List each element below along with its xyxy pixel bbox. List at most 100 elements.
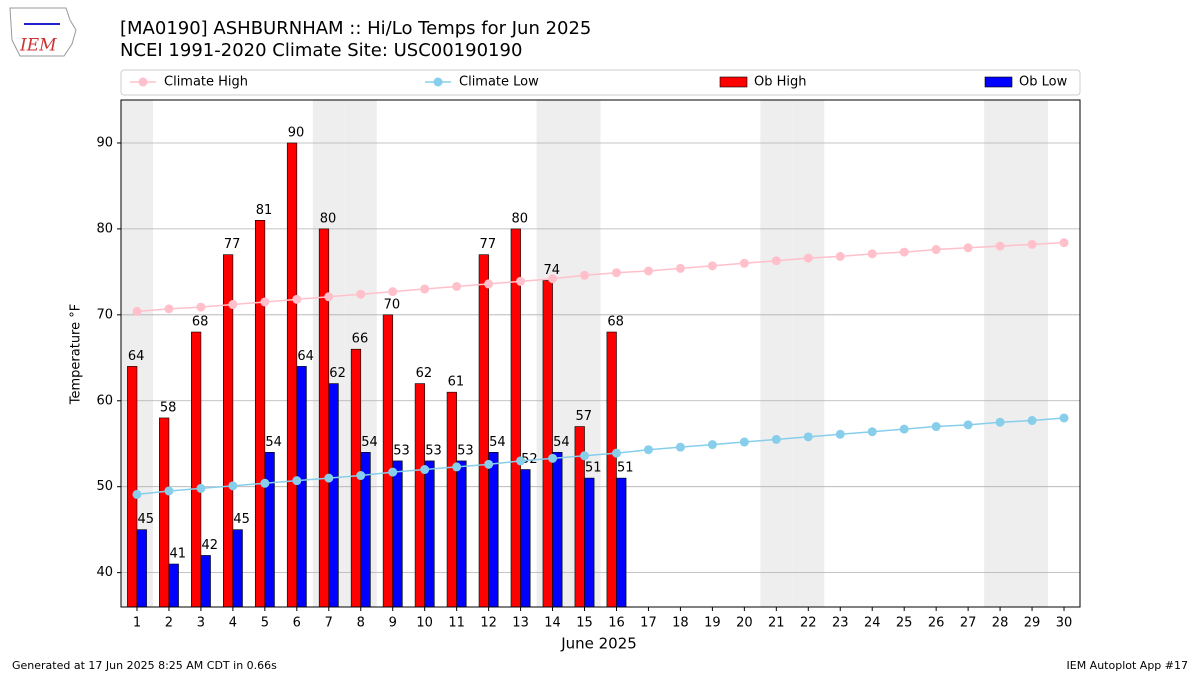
logo-outline <box>9 7 77 57</box>
x-tick-label: 25 <box>896 616 913 631</box>
bar <box>478 254 489 608</box>
weekend-shade <box>792 100 825 607</box>
climate-line <box>136 417 1065 496</box>
bar <box>200 555 211 608</box>
bar <box>127 366 138 608</box>
legend-swatch-dot <box>138 77 148 87</box>
bar <box>584 477 595 608</box>
data-label: 81 <box>256 203 273 218</box>
data-label: 62 <box>416 366 433 381</box>
climate-point <box>260 297 270 307</box>
data-label: 54 <box>489 435 506 450</box>
climate-point <box>196 302 206 312</box>
climate-point <box>1027 416 1037 426</box>
data-label: 51 <box>585 461 602 476</box>
legend-swatch <box>719 76 748 88</box>
legend-label: Ob High <box>754 75 807 90</box>
legend: Climate High Climate Low Ob High Ob Low <box>120 69 1081 96</box>
data-label: 80 <box>512 211 529 226</box>
x-tick-label: 9 <box>389 616 397 631</box>
y-tick-label: 40 <box>96 565 113 580</box>
x-tick-label: 23 <box>832 616 849 631</box>
climate-point <box>835 429 845 439</box>
legend-label: Climate High <box>164 75 248 90</box>
climate-point <box>803 432 813 442</box>
climate-point <box>643 445 653 455</box>
data-label: 68 <box>607 315 624 330</box>
footer-left: Generated at 17 Jun 2025 8:25 AM CDT in … <box>12 659 277 672</box>
data-label: 64 <box>128 349 145 364</box>
climate-point <box>292 294 302 304</box>
legend-label: Climate Low <box>459 75 539 90</box>
climate-point <box>164 304 174 314</box>
bar <box>136 529 147 608</box>
climate-point <box>228 300 238 310</box>
climate-point <box>611 448 621 458</box>
bar <box>318 228 330 608</box>
climate-point <box>484 279 494 289</box>
data-label: 45 <box>138 512 155 527</box>
x-tick-label: 4 <box>229 616 237 631</box>
climate-point <box>452 462 462 472</box>
y-tick-label: 90 <box>96 135 113 150</box>
x-tick-label: 5 <box>261 616 269 631</box>
bar <box>456 460 467 608</box>
bar <box>414 383 425 608</box>
climate-point <box>484 459 494 469</box>
climate-point <box>516 456 526 466</box>
climate-point <box>611 268 621 278</box>
climate-point <box>931 245 941 255</box>
bar <box>488 452 499 608</box>
climate-point <box>580 451 590 461</box>
x-tick-label: 18 <box>672 616 689 631</box>
weekend-shade <box>984 100 1017 607</box>
bar <box>606 331 617 608</box>
bar <box>191 331 202 608</box>
data-label: 41 <box>169 547 186 562</box>
climate-point <box>867 249 877 259</box>
climate-point <box>931 422 941 432</box>
x-tick-label: 3 <box>197 616 205 631</box>
x-tick-label: 11 <box>448 616 465 631</box>
data-label: 51 <box>617 461 634 476</box>
x-tick-label: 21 <box>768 616 785 631</box>
x-tick-label: 15 <box>576 616 593 631</box>
x-tick-label: 28 <box>992 616 1009 631</box>
climate-point <box>388 287 398 297</box>
climate-point <box>1027 239 1037 249</box>
climate-point <box>771 434 781 444</box>
bar <box>446 391 457 608</box>
climate-point <box>132 306 142 316</box>
legend-swatch <box>984 76 1013 88</box>
y-tick-label: 80 <box>96 221 113 236</box>
climate-point <box>548 274 558 284</box>
x-tick-label: 30 <box>1056 616 1073 631</box>
logo-text: IEM <box>19 36 57 56</box>
climate-point <box>324 292 334 302</box>
bar <box>254 220 266 608</box>
x-tick-label: 22 <box>800 616 817 631</box>
y-tick-label: 60 <box>96 393 113 408</box>
bar <box>424 460 435 608</box>
climate-point <box>707 440 717 450</box>
data-label: 57 <box>575 409 592 424</box>
climate-point <box>995 417 1005 427</box>
data-label: 80 <box>320 211 337 226</box>
x-tick-label: 14 <box>544 616 561 631</box>
climate-point <box>1059 413 1069 423</box>
bar <box>616 477 627 608</box>
data-label: 45 <box>233 512 250 527</box>
data-label: 70 <box>384 297 401 312</box>
legend-box <box>120 69 1081 96</box>
data-label: 62 <box>329 366 346 381</box>
weekend-shade <box>760 100 793 607</box>
x-tick-label: 8 <box>357 616 365 631</box>
climate-point <box>675 442 685 452</box>
x-tick-label: 16 <box>608 616 625 631</box>
x-tick-label: 13 <box>512 616 529 631</box>
climate-point <box>420 465 430 475</box>
bar <box>232 529 243 608</box>
climate-point <box>356 289 366 299</box>
data-label: 42 <box>201 538 218 553</box>
